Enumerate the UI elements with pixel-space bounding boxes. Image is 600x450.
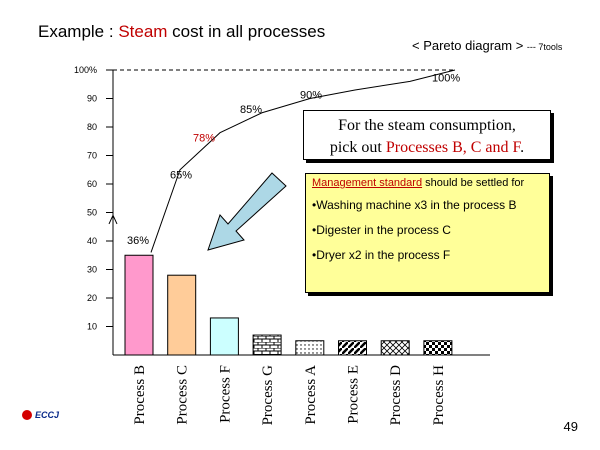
category-label: Process H bbox=[431, 365, 447, 426]
subtitle-small: --- 7tools bbox=[526, 42, 563, 52]
category-label: Process D bbox=[388, 365, 404, 426]
cumulative-label: 65% bbox=[170, 169, 192, 181]
cumulative-line bbox=[150, 69, 456, 253]
selection-callout: For the steam consumption, pick out Proc… bbox=[303, 110, 551, 160]
bar bbox=[423, 340, 453, 356]
pointer-arrow bbox=[207, 172, 287, 251]
title-highlight: Steam bbox=[118, 22, 168, 41]
y-tick-label: 60 bbox=[87, 179, 97, 189]
category-label: Process F bbox=[217, 365, 233, 423]
y-tick-label: 20 bbox=[87, 293, 97, 303]
cumulative-label: 78% bbox=[193, 132, 215, 144]
y-tick-label: 100% bbox=[74, 65, 97, 75]
standard-heading: Management standard should be settled fo… bbox=[312, 177, 543, 189]
bar bbox=[167, 274, 197, 356]
category-label: Process B bbox=[132, 365, 148, 425]
cumulative-label: 85% bbox=[240, 104, 262, 116]
y-axis-arrow-icon bbox=[108, 214, 118, 225]
logo-mark-icon bbox=[22, 410, 32, 420]
y-tick-label: 90 bbox=[87, 94, 97, 104]
standard-item: •Washing machine x3 in the process B bbox=[312, 198, 517, 212]
y-tick-label: 70 bbox=[87, 151, 97, 161]
subtitle-main: < Pareto diagram > bbox=[412, 38, 527, 53]
bar bbox=[252, 334, 282, 356]
page-number: 49 bbox=[563, 419, 578, 434]
slide-subtitle: < Pareto diagram > --- 7tools bbox=[412, 38, 562, 53]
bar bbox=[124, 254, 154, 356]
management-standard-box: Management standard should be settled fo… bbox=[305, 173, 550, 293]
category-label: Process E bbox=[346, 365, 362, 424]
logo-text: ECCJ bbox=[35, 410, 60, 420]
y-tick-label: 10 bbox=[87, 322, 97, 332]
y-tick-label: 50 bbox=[87, 208, 97, 218]
callout-line2-suffix: . bbox=[520, 139, 525, 156]
category-label: Process G bbox=[260, 365, 276, 426]
callout-line2-prefix: pick out bbox=[329, 139, 386, 156]
bar bbox=[295, 340, 325, 356]
callout-line2-highlight: Processes B, C and F bbox=[385, 139, 521, 156]
callout-line2: pick out Processes B, C and F. bbox=[304, 137, 550, 159]
bar bbox=[380, 340, 410, 356]
standard-heading-underlined: Management standard bbox=[312, 177, 423, 189]
standard-item: •Dryer x2 in the process F bbox=[312, 248, 451, 262]
category-label: Process C bbox=[175, 365, 191, 425]
cumulative-label: 90% bbox=[300, 90, 322, 102]
bar bbox=[209, 317, 239, 356]
eccj-logo: ECCJ bbox=[22, 410, 59, 420]
title-suffix: cost in all processes bbox=[167, 22, 326, 41]
y-tick-label: 40 bbox=[87, 236, 97, 246]
cumulative-label: 100% bbox=[432, 72, 460, 84]
y-tick-label: 80 bbox=[87, 122, 97, 132]
cumulative-label: 36% bbox=[127, 235, 149, 247]
title-prefix: Example : bbox=[38, 22, 119, 41]
y-tick-label: 30 bbox=[87, 265, 97, 275]
bar bbox=[338, 340, 367, 356]
slide-title: Example : Steam cost in all processes bbox=[38, 22, 325, 42]
callout-line1: For the steam consumption, bbox=[338, 117, 516, 134]
standard-heading-rest: should be settled for bbox=[422, 177, 525, 189]
standard-item: •Digester in the process C bbox=[312, 223, 451, 237]
category-label: Process A bbox=[303, 365, 319, 425]
